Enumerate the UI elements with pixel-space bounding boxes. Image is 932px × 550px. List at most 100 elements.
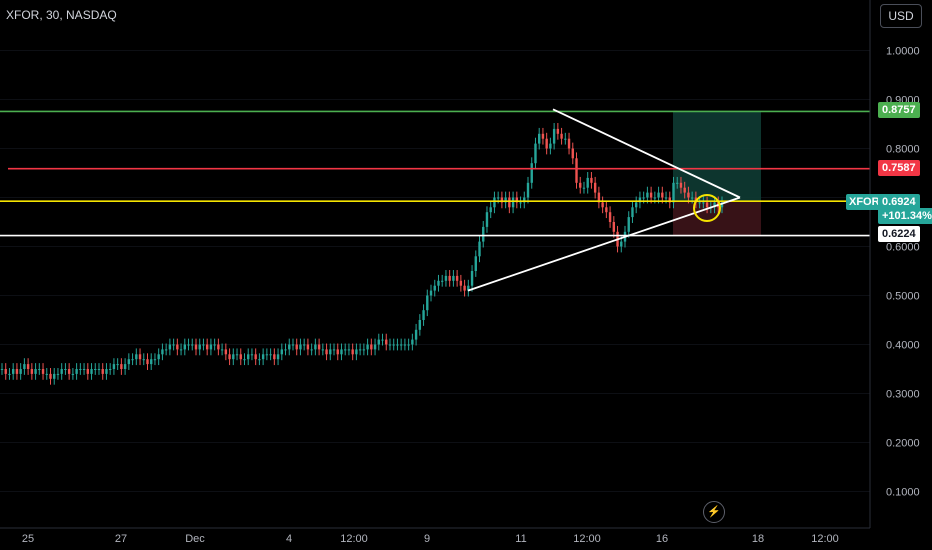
candle-body: [668, 197, 671, 203]
candle-body: [53, 373, 56, 379]
candle-body: [19, 369, 22, 374]
candle-body: [571, 148, 574, 159]
candle-body: [45, 373, 48, 375]
candle-body: [284, 349, 287, 351]
candle-body: [560, 133, 563, 139]
candle-body: [15, 369, 19, 374]
candle-body: [582, 187, 586, 189]
candle-body: [232, 354, 235, 360]
candle-body: [646, 192, 649, 198]
candle-body: [105, 369, 108, 374]
candle-body: [545, 138, 548, 149]
candle-body: [418, 320, 422, 330]
candle-body: [422, 310, 425, 320]
price-tick-label: 0.6000: [886, 242, 920, 254]
candle-body: [500, 197, 504, 203]
candle-body: [4, 369, 7, 374]
candle-body: [191, 344, 194, 346]
candle-body: [504, 197, 507, 203]
candle-body: [470, 271, 474, 286]
candle-body: [94, 369, 97, 370]
candle-body: [150, 359, 153, 365]
candle-body: [127, 359, 131, 365]
candle-body: [448, 275, 451, 281]
candle-body: [142, 359, 145, 361]
candle-body: [295, 344, 298, 350]
candle-body: [205, 344, 209, 350]
candle-body: [429, 290, 433, 296]
candle-body: [41, 369, 45, 374]
candle-body: [351, 349, 354, 355]
candle-body: [161, 349, 164, 355]
symbol-header: XFOR, 30, NASDAQ: [6, 8, 117, 22]
candle-body: [288, 344, 291, 350]
candle-body: [392, 344, 395, 346]
target-price-tag: 0.7587: [878, 160, 920, 176]
candle-body: [11, 369, 15, 374]
candle-body: [385, 339, 388, 345]
candle-body: [34, 369, 37, 374]
currency-button[interactable]: USD: [880, 4, 922, 28]
candle-body: [396, 344, 399, 346]
candle-body: [123, 364, 127, 369]
candle-body: [631, 207, 634, 218]
candle-body: [247, 354, 250, 360]
candle-body: [176, 344, 179, 350]
candle-body: [235, 354, 239, 356]
candle-body: [414, 329, 418, 340]
candle-body: [523, 197, 526, 203]
candle-body: [116, 364, 119, 366]
candle-body: [269, 354, 272, 356]
time-tick-label: 12:00: [573, 533, 601, 545]
candle-body: [209, 344, 213, 350]
candle-body: [653, 197, 657, 199]
horizontal-lines: [0, 110, 870, 237]
candle-body: [597, 192, 601, 203]
candle-body: [526, 182, 530, 198]
candle-body: [605, 207, 608, 213]
time-tick-label: 18: [752, 533, 764, 545]
candle-body: [340, 349, 343, 355]
candle-body: [75, 369, 78, 374]
change-percent-tag: +101.34%: [878, 208, 932, 224]
candle-body: [683, 187, 686, 193]
candle-body: [60, 369, 63, 374]
candle-body: [82, 369, 86, 370]
candle-body: [355, 349, 358, 355]
price-tick-label: 0.8000: [886, 144, 920, 156]
candle-body: [153, 359, 157, 361]
candle-body: [172, 344, 175, 346]
candle-body: [112, 364, 116, 369]
candle-body: [306, 344, 310, 350]
candle-body: [224, 349, 228, 355]
candle-body: [552, 128, 556, 144]
lightning-icon[interactable]: ⚡: [703, 501, 725, 523]
candle-body: [482, 226, 485, 242]
candle-body: [276, 354, 280, 360]
candle-body: [138, 354, 142, 360]
candle-body: [705, 202, 709, 208]
candle-body: [183, 344, 186, 350]
candle-body: [332, 349, 336, 351]
time-tick-label: Dec: [185, 533, 205, 545]
time-tick-label: 12:00: [340, 533, 368, 545]
candle-body: [463, 285, 466, 291]
candle-body: [329, 349, 332, 355]
candle-body: [437, 280, 440, 286]
candle-body: [459, 280, 463, 286]
candle-body: [23, 364, 26, 369]
candle-body: [310, 349, 313, 351]
triangle-upper-line[interactable]: [552, 108, 741, 199]
candle-body: [661, 192, 664, 198]
candle-body: [213, 344, 216, 346]
candle-body: [164, 349, 168, 351]
candle-body: [496, 197, 500, 199]
time-tick-label: 27: [115, 533, 127, 545]
candle-body: [489, 207, 492, 213]
candle-body: [202, 344, 205, 346]
candle-body: [455, 275, 459, 281]
support-price-tag: 0.6224: [878, 226, 920, 242]
candle-body: [49, 373, 52, 379]
candle-body: [135, 354, 138, 360]
